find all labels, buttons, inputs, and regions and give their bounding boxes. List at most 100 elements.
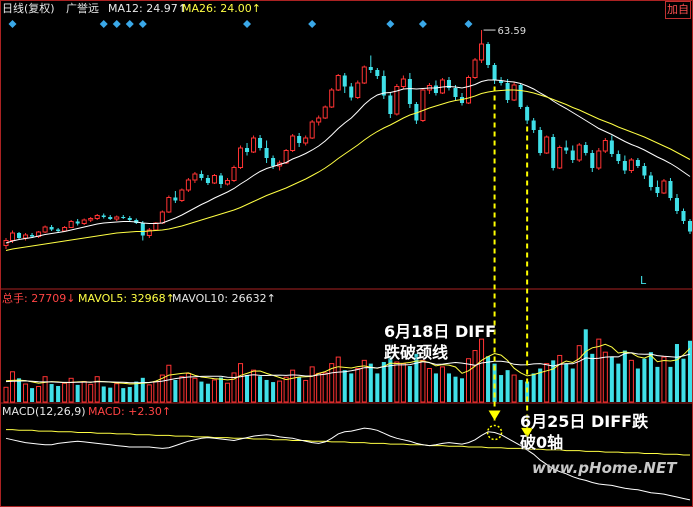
volume-bar — [185, 372, 191, 403]
candle-body — [114, 216, 120, 220]
low-marker: L — [640, 274, 647, 287]
candle-body — [407, 79, 412, 104]
candle-body — [622, 161, 627, 171]
candle-body — [173, 197, 178, 201]
volume-bar — [459, 378, 465, 402]
annotation-2-line2: 破0轴 — [520, 433, 564, 452]
candle-body — [68, 221, 74, 228]
candle-body — [355, 82, 361, 98]
volume-bar — [297, 377, 302, 402]
candle-body — [642, 166, 647, 176]
macd-value-label: MACD: +2.30↑ — [88, 405, 172, 418]
candle-body — [400, 78, 406, 87]
volume-bar — [388, 356, 393, 402]
volume-bar — [192, 377, 198, 403]
ma12-line — [5, 79, 691, 244]
volume-bar — [538, 368, 543, 402]
candle-body — [335, 75, 341, 91]
volume-bar — [557, 354, 563, 403]
volume-bar — [414, 353, 419, 402]
volume-bar — [258, 376, 263, 402]
volume-bar — [211, 379, 217, 403]
volume-bar — [17, 378, 22, 402]
candle-body — [192, 173, 198, 181]
volume-bar — [271, 382, 276, 402]
candle-body — [42, 226, 48, 233]
volume-bar — [655, 366, 660, 402]
volume-bar — [159, 374, 165, 403]
volume-bar — [439, 366, 445, 403]
volume-bar — [127, 386, 132, 402]
stock-name: 广誉远 — [66, 2, 99, 15]
volume-bar — [146, 384, 152, 403]
candle-body — [17, 233, 22, 238]
annotation-2-line1: 6月25日 DIFF跌 — [520, 412, 649, 431]
candle-body — [668, 181, 673, 198]
fuquan-button[interactable]: 加自 — [665, 1, 691, 19]
volume-bar — [245, 375, 250, 402]
candle-body — [551, 137, 556, 168]
peak-price-label: 63.59 — [498, 26, 527, 37]
candle-body — [538, 130, 543, 153]
volume-bar — [303, 379, 309, 403]
signal-diamond-icon — [112, 20, 121, 28]
volume-bar — [283, 376, 289, 403]
volume-bar — [36, 385, 42, 403]
candle-body — [245, 148, 250, 152]
volume-bar — [140, 377, 145, 402]
volume-bar — [81, 381, 87, 403]
volume-bar — [62, 382, 68, 403]
volume-bar — [290, 369, 296, 403]
candle-body — [56, 229, 61, 231]
volume-bar — [153, 381, 159, 403]
candle-body — [590, 153, 595, 168]
signal-diamond-icon — [418, 20, 427, 28]
candle-body — [88, 218, 94, 221]
candle-body — [681, 211, 686, 221]
volume-bar — [277, 380, 283, 403]
candle-body — [609, 140, 614, 154]
macd-diff-line — [5, 427, 691, 501]
candle-body — [544, 136, 550, 154]
candle-body — [224, 180, 231, 185]
total-volume-label: 总手: 27709↓ — [2, 292, 76, 305]
dashed-arrow-june18-head — [488, 410, 501, 421]
volume-bar — [23, 383, 29, 403]
macd-params-label: MACD(12,26,9) — [2, 405, 86, 418]
volume-bar — [381, 361, 386, 402]
volume-bar — [56, 385, 61, 402]
volume-bar — [30, 388, 35, 402]
volume-bar — [661, 356, 667, 403]
volume-bar — [590, 353, 595, 402]
volume-bar — [407, 366, 412, 402]
volume-bar — [218, 377, 223, 402]
volume-bar — [329, 363, 335, 403]
candle-body — [290, 135, 296, 151]
signal-diamond-icon — [243, 20, 252, 28]
candle-body — [511, 84, 517, 101]
signal-diamond-icon — [8, 20, 17, 28]
volume-bar — [114, 383, 120, 403]
volume-bar — [349, 373, 354, 402]
volume-bar — [622, 350, 627, 402]
candle-body — [205, 178, 210, 183]
volume-bar — [616, 363, 621, 402]
volume-bar — [492, 363, 497, 402]
candle-body — [218, 175, 223, 184]
volume-bar — [668, 366, 673, 402]
candle-body — [453, 88, 458, 97]
volume-bar — [499, 375, 504, 402]
candle-body — [303, 137, 309, 144]
volume-bar — [394, 361, 400, 403]
volume-bar — [681, 358, 686, 402]
candle-body — [472, 59, 478, 78]
candle-body — [258, 138, 263, 148]
candle-body — [361, 66, 367, 84]
volume-bar — [88, 383, 94, 403]
candle-body — [394, 86, 400, 115]
volume-bar — [544, 363, 550, 403]
volume-bar — [635, 368, 640, 402]
volume-bar — [628, 359, 634, 403]
candle-body — [648, 175, 653, 187]
dashed-arrow-june25-head — [521, 427, 534, 438]
